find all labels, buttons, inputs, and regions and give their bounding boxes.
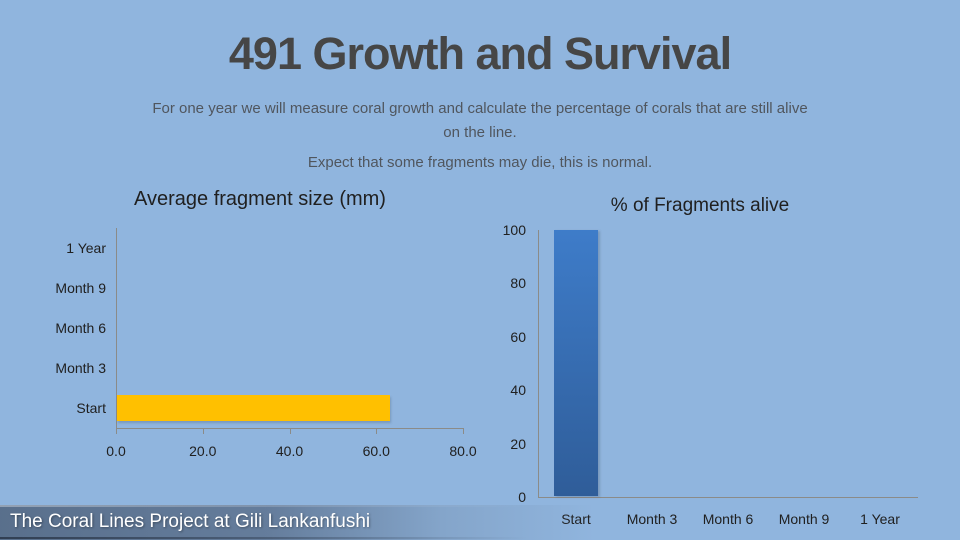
- subtitle-line-2: Expect that some fragments may die, this…: [307, 154, 653, 171]
- left-chart-category-label: Month 9: [55, 280, 106, 296]
- left-chart-x-tick: [116, 429, 117, 434]
- left-chart-category-label: Month 3: [55, 360, 106, 376]
- subtitle-line-1: For one year we will measure coral growt…: [152, 100, 808, 141]
- left-chart-x-tick-label: 60.0: [362, 443, 390, 459]
- footer-title: The Coral Lines Project at Gili Lankanfu…: [10, 511, 371, 532]
- left-chart-x-tick-label: 40.0: [275, 443, 304, 459]
- slide-title: 491 Growth and Survival: [228, 28, 732, 79]
- left-chart-x-tick-label: 0.0: [106, 443, 126, 459]
- left-chart-x-tick: [202, 429, 204, 434]
- left-chart-x-tick: [463, 429, 464, 434]
- right-chart-y-tick-label: 80: [510, 275, 526, 292]
- left-chart-title: Average fragment size (mm): [134, 188, 386, 210]
- left-chart-y-axis-line: [116, 228, 117, 429]
- right-chart-x-axis-line: [538, 497, 918, 498]
- right-chart-title: % of Fragments alive: [610, 195, 790, 216]
- right-chart-y-tick-label: 40: [510, 382, 526, 399]
- right-chart-y-tick-label: 0: [518, 489, 526, 505]
- right-chart-y-axis-line: [538, 230, 539, 498]
- right-chart-y-tick-label: 100: [502, 222, 526, 238]
- left-chart-x-axis-line: [116, 428, 464, 429]
- left-chart-x-tick-label: 80.0: [449, 443, 477, 459]
- footer-banner: The Coral Lines Project at Gili Lankanfu…: [0, 505, 960, 540]
- slide-subtitle: For one year we will measure coral growt…: [150, 97, 810, 175]
- left-chart-category-label: Month 6: [55, 320, 106, 336]
- left-chart-x-tick: [376, 429, 378, 434]
- left-chart-category-label: 1 Year: [66, 240, 106, 256]
- left-chart-x-tick: [289, 429, 291, 434]
- right-chart-y-tick-label: 20: [510, 435, 526, 452]
- left-chart-category-label: Start: [76, 400, 106, 416]
- left-chart-x-tick-label: 20.0: [189, 443, 217, 459]
- right-chart-y-tick-label: 60: [510, 328, 526, 345]
- bar-start-size: [117, 395, 391, 421]
- bar-start-alive: [554, 230, 598, 496]
